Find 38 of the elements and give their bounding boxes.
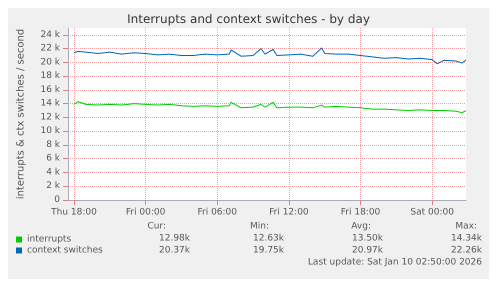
y-tick-label: 4 k: [46, 167, 61, 178]
y-tick-label: 16 k: [40, 84, 61, 95]
y-axis-title: interrupts & ctx switches / second: [16, 28, 26, 200]
text: 12.98k: [159, 234, 191, 244]
legend-label: interrupts: [27, 234, 72, 244]
y-tick-label: 22 k: [40, 44, 61, 54]
y-tick-label: 2 k: [46, 181, 61, 192]
x-tick-label: Thu 18:00: [50, 208, 98, 218]
x-tick-label: Fri 18:00: [340, 208, 381, 218]
y-tick-label: 6 k: [46, 154, 61, 164]
y-tick-label: 18 k: [40, 71, 61, 82]
text: Max:: [455, 222, 477, 232]
text: 13.50k: [352, 234, 384, 244]
legend-label: context switches: [27, 246, 104, 256]
line-series: [73, 47, 466, 64]
y-tick-label: 8 k: [46, 140, 61, 150]
text: 20.97k: [352, 246, 384, 256]
text: 14.34k: [451, 234, 483, 244]
x-tick-label: Fri 12:00: [269, 208, 309, 218]
y-tick-label: 12 k: [40, 112, 61, 122]
text: Avg:: [351, 222, 371, 232]
y-tick-label: 24 k: [40, 30, 61, 40]
text: Min:: [250, 222, 269, 232]
line-series: [73, 101, 466, 114]
text: 19.75k: [253, 246, 285, 256]
text: Last update: Sat Jan 10 02:50:00 2026: [308, 258, 482, 268]
text: 20.37k: [159, 246, 191, 256]
y-tick-label: 20 k: [40, 57, 61, 68]
x-tick-label: Fri 06:00: [197, 208, 238, 218]
text: 12.63k: [253, 234, 285, 244]
x-tick-label: Sat 00:00: [410, 208, 454, 218]
y-tick-label: 14 k: [40, 98, 61, 109]
y-tick-label: 10 k: [40, 126, 61, 136]
text: 22.26k: [451, 246, 483, 256]
x-tick-label: Fri 00:00: [126, 208, 166, 218]
chart-title: Interrupts and context switches - by day: [127, 12, 370, 26]
y-tick-label: 0: [54, 195, 60, 205]
text: Cur:: [147, 222, 166, 232]
